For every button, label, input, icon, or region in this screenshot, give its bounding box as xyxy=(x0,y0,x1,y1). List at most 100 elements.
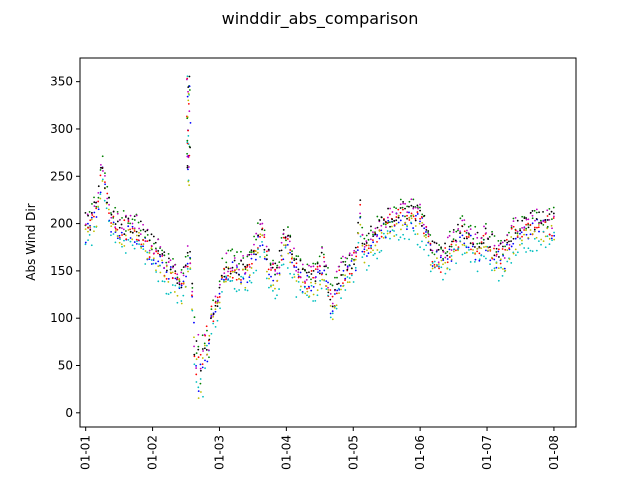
scatter-point xyxy=(146,251,149,254)
scatter-point xyxy=(312,265,315,268)
scatter-point xyxy=(329,283,332,286)
scatter-point xyxy=(295,262,298,265)
scatter-point xyxy=(514,237,517,240)
scatter-point xyxy=(308,295,311,298)
scatter-point xyxy=(138,227,140,230)
scatter-point xyxy=(123,233,126,235)
scatter-point xyxy=(223,281,225,283)
scatter-point xyxy=(406,214,408,217)
scatter-point xyxy=(214,304,217,307)
scatter-point xyxy=(159,271,162,274)
scatter-point xyxy=(452,229,455,231)
scatter-point xyxy=(184,255,187,258)
scatter-point xyxy=(282,229,285,231)
scatter-point xyxy=(485,249,487,252)
scatter-point xyxy=(523,229,525,231)
scatter-point xyxy=(159,264,161,267)
scatter-point xyxy=(389,225,391,228)
scatter-point xyxy=(444,247,447,249)
scatter-point xyxy=(186,268,189,270)
scatter-point xyxy=(101,155,104,158)
scatter-point xyxy=(348,252,351,255)
scatter-point xyxy=(231,270,234,273)
scatter-point xyxy=(412,206,415,208)
scatter-point xyxy=(133,228,136,231)
scatter-point xyxy=(310,281,312,284)
scatter-point xyxy=(542,210,544,213)
y-tick-label: 50 xyxy=(58,359,73,373)
scatter-point xyxy=(535,236,538,239)
scatter-point xyxy=(101,167,104,170)
scatter-point xyxy=(188,85,191,88)
scatter-point xyxy=(521,242,523,245)
scatter-point xyxy=(305,271,308,274)
scatter-point xyxy=(504,248,507,251)
scatter-point xyxy=(325,273,328,276)
scatter-point xyxy=(244,271,247,274)
scatter-point xyxy=(182,282,185,284)
scatter-point xyxy=(431,249,434,252)
scatter-point xyxy=(542,220,545,223)
scatter-point xyxy=(474,252,477,255)
scatter-point xyxy=(410,217,413,220)
scatter-point xyxy=(122,228,125,231)
scatter-point xyxy=(334,293,336,295)
scatter-point xyxy=(357,221,360,224)
scatter-point xyxy=(233,270,236,273)
scatter-point xyxy=(444,272,447,275)
scatter-point xyxy=(353,251,355,254)
scatter-point xyxy=(216,319,219,322)
scatter-point xyxy=(131,222,134,225)
scatter-point xyxy=(123,219,126,222)
scatter-point xyxy=(240,281,242,284)
scatter-point xyxy=(299,259,302,262)
scatter-point xyxy=(414,217,417,220)
scatter-point xyxy=(257,248,259,251)
scatter-point xyxy=(506,260,509,263)
scatter-point xyxy=(101,178,104,181)
scatter-point xyxy=(367,238,370,241)
scatter-point xyxy=(261,244,264,247)
scatter-point xyxy=(472,243,475,246)
scatter-point xyxy=(235,278,238,281)
scatter-point xyxy=(354,258,357,261)
scatter-point xyxy=(335,270,338,273)
scatter-point xyxy=(187,86,190,89)
scatter-point xyxy=(304,292,307,295)
scatter-point xyxy=(312,285,315,288)
scatter-point xyxy=(95,201,97,204)
scatter-point xyxy=(225,252,228,255)
scatter-point xyxy=(268,273,270,276)
scatter-point xyxy=(338,292,340,295)
scatter-point xyxy=(174,277,177,280)
scatter-point xyxy=(412,198,415,201)
scatter-point xyxy=(478,245,481,248)
scatter-point xyxy=(421,213,424,216)
scatter-point xyxy=(420,216,423,218)
scatter-point xyxy=(129,214,132,217)
scatter-point xyxy=(163,266,166,269)
scatter-point xyxy=(495,262,498,265)
scatter-point xyxy=(193,345,195,348)
scatter-point xyxy=(223,275,226,278)
scatter-point xyxy=(178,278,180,281)
scatter-point xyxy=(331,302,334,305)
scatter-point xyxy=(331,318,334,321)
scatter-point xyxy=(335,307,338,310)
scatter-point xyxy=(450,245,453,248)
scatter-point xyxy=(476,231,479,234)
scatter-point xyxy=(314,263,317,265)
scatter-point xyxy=(90,218,93,221)
scatter-point xyxy=(450,258,453,261)
scatter-point xyxy=(168,257,170,260)
scatter-point xyxy=(97,205,100,208)
scatter-point xyxy=(148,256,151,258)
scatter-point xyxy=(216,296,219,299)
scatter-point xyxy=(529,211,532,214)
scatter-point xyxy=(408,205,410,208)
scatter-point xyxy=(333,306,336,309)
scatter-point xyxy=(246,254,249,256)
scatter-point xyxy=(510,227,513,230)
scatter-point xyxy=(359,212,361,215)
scatter-point xyxy=(225,280,227,283)
